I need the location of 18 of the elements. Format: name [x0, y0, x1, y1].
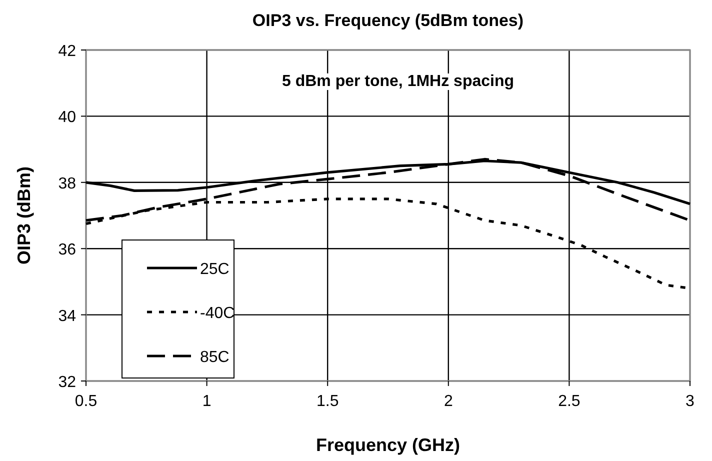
x-tick-label: 2.5 [558, 393, 580, 410]
y-tick-label: 42 [58, 43, 76, 60]
x-tick-label: 3 [686, 393, 695, 410]
chart-title: OIP3 vs. Frequency (5dBm tones) [252, 11, 524, 30]
x-tick-label: 1 [202, 393, 212, 410]
y-tick-label: 34 [58, 308, 76, 325]
x-tick-label: 1.5 [316, 393, 339, 410]
x-axis-title: Frequency (GHz) [316, 435, 460, 455]
y-tick-label: 36 [58, 242, 76, 259]
legend-label: 85C [200, 349, 230, 366]
y-axis-title: OIP3 (dBm) [14, 166, 34, 265]
y-tick-label: 40 [58, 109, 76, 126]
y-tick-label: 32 [58, 374, 76, 391]
legend-label: 25C [200, 261, 230, 278]
x-tick-label: 2 [444, 393, 453, 410]
x-tick-label: 0.5 [74, 393, 98, 410]
legend-label: -40C [200, 305, 235, 322]
y-tick-label: 38 [58, 175, 76, 192]
